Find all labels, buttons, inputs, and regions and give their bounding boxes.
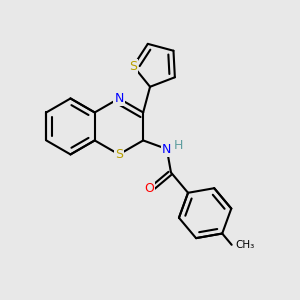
Text: S: S [115, 148, 123, 161]
Text: H: H [173, 139, 183, 152]
Text: S: S [129, 60, 137, 73]
Text: O: O [144, 182, 154, 195]
Text: N: N [162, 142, 172, 155]
Text: CH₃: CH₃ [235, 240, 254, 250]
Text: N: N [114, 92, 124, 105]
